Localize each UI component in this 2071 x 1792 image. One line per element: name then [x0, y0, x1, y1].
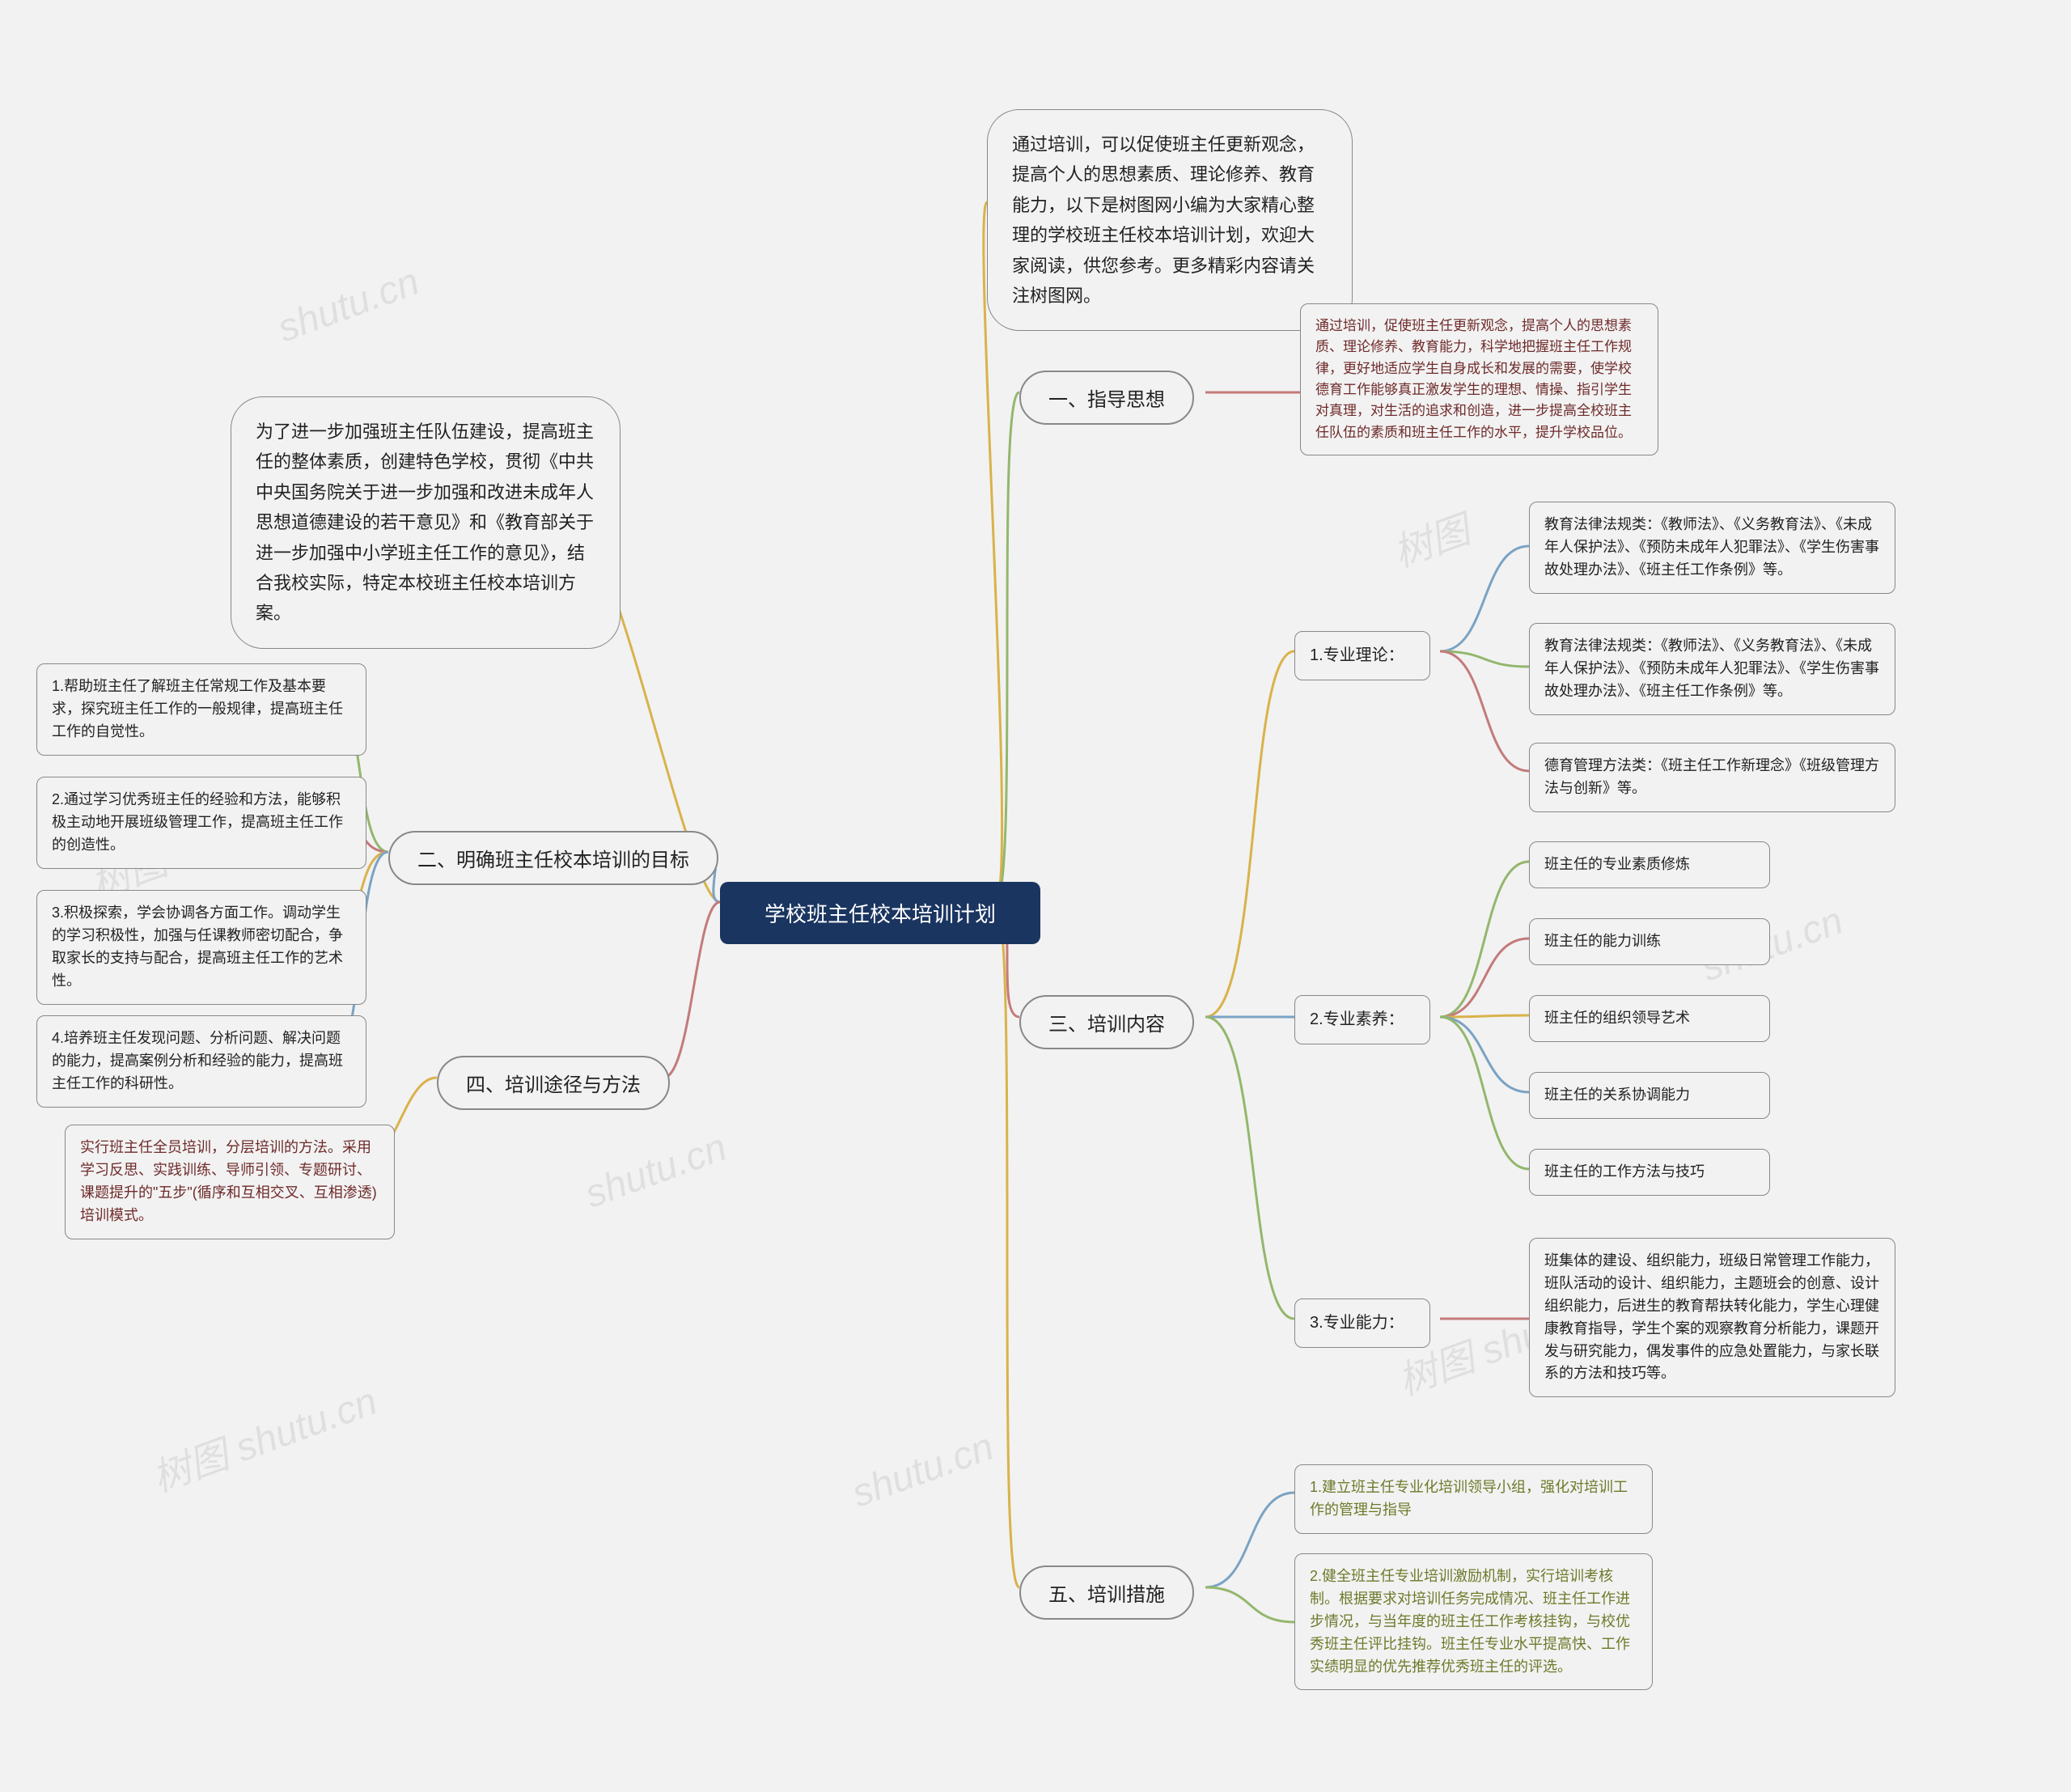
- branch-3-sub-2-leaf-4: 班主任的关系协调能力: [1529, 1072, 1770, 1119]
- leaf-text: 2.健全班主任专业培训激励机制，实行培训考核制。根据要求对培训任务完成情况、班主…: [1310, 1568, 1630, 1675]
- branch-3-sub-2: 2.专业素养：: [1294, 995, 1430, 1044]
- branch-4-label: 四、培训途径与方法: [466, 1074, 641, 1096]
- branch-3-sub-1-leaf-2: 教育法律法规类：《教师法》、《义务教育法》、《未成年人保护法》、《预防未成年人犯…: [1529, 623, 1895, 715]
- watermark: shutu.cn: [272, 260, 425, 352]
- watermark: shutu.cn: [579, 1125, 732, 1218]
- branch-2-leaf-3: 3.积极探索，学会协调各方面工作。调动学生的学习积极性，加强与任课教师密切配合，…: [36, 890, 366, 1005]
- leaf-text: 4.培养班主任发现问题、分析问题、解决问题的能力，提高案例分析和经验的能力，提高…: [52, 1030, 343, 1091]
- leaf-text: 教育法律法规类：《教师法》、《义务教育法》、《未成年人保护法》、《预防未成年人犯…: [1544, 638, 1879, 699]
- sub-label: 2.专业素养：: [1310, 1010, 1404, 1028]
- sub-label: 1.专业理论：: [1310, 646, 1404, 664]
- leaf-text: 教育法律法规类：《教师法》、《义务教育法》、《未成年人保护法》、《预防未成年人犯…: [1544, 516, 1879, 578]
- preface-node: 为了进一步加强班主任队伍建设，提高班主任的整体素质，创建特色学校，贯彻《中共中央…: [231, 396, 620, 649]
- intro-text: 通过培训，可以促使班主任更新观念，提高个人的思想素质、理论修养、教育能力，以下是…: [1012, 134, 1315, 306]
- branch-2-leaf-2: 2.通过学习优秀班主任的经验和方法，能够积极主动地开展班级管理工作，提高班主任工…: [36, 777, 366, 869]
- preface-text: 为了进一步加强班主任队伍建设，提高班主任的整体素质，创建特色学校，贯彻《中共中央…: [256, 422, 594, 623]
- leaf-text: 班主任的组织领导艺术: [1544, 1010, 1690, 1026]
- leaf-text: 班主任的专业素质修炼: [1544, 856, 1690, 872]
- leaf-text: 1.帮助班主任了解班主任常规工作及基本要求，探究班主任工作的一般规律，提高班主任…: [52, 678, 343, 739]
- branch-2: 二、明确班主任校本培训的目标: [388, 831, 718, 885]
- leaf-text: 2.通过学习优秀班主任的经验和方法，能够积极主动地开展班级管理工作，提高班主任工…: [52, 791, 343, 853]
- branch-3-sub-2-leaf-3: 班主任的组织领导艺术: [1529, 995, 1770, 1042]
- watermark: 树图 shutu.cn: [143, 1369, 383, 1502]
- branch-3-sub-1: 1.专业理论：: [1294, 631, 1430, 680]
- leaf-text: 实行班主任全员培训，分层培训的方法。采用学习反思、实践训练、导师引领、专题研讨、…: [80, 1139, 377, 1223]
- leaf-text: 班集体的建设、组织能力，班级日常管理工作能力，班队活动的设计、组织能力，主题班会…: [1544, 1252, 1879, 1381]
- watermark: shutu.cn: [846, 1425, 999, 1517]
- intro-node: 通过培训，可以促使班主任更新观念，提高个人的思想素质、理论修养、教育能力，以下是…: [987, 109, 1353, 331]
- branch-1-leaf-text: 通过培训，促使班主任更新观念，提高个人的思想素质、理论修养、教育能力，科学地把握…: [1315, 318, 1632, 440]
- root-node: 学校班主任校本培训计划: [720, 882, 1040, 944]
- branch-1-label: 一、指导思想: [1048, 389, 1165, 411]
- branch-3-label: 三、培训内容: [1048, 1014, 1165, 1036]
- sub-label: 3.专业能力：: [1310, 1314, 1404, 1332]
- branch-1-leaf: 通过培训，促使班主任更新观念，提高个人的思想素质、理论修养、教育能力，科学地把握…: [1300, 303, 1658, 455]
- root-text: 学校班主任校本培训计划: [764, 902, 996, 926]
- branch-2-leaf-4: 4.培养班主任发现问题、分析问题、解决问题的能力，提高案例分析和经验的能力，提高…: [36, 1015, 366, 1108]
- branch-3: 三、培训内容: [1019, 995, 1194, 1049]
- branch-3-sub-3-leaf: 班集体的建设、组织能力，班级日常管理工作能力，班队活动的设计、组织能力，主题班会…: [1529, 1238, 1895, 1397]
- leaf-text: 班主任的关系协调能力: [1544, 1087, 1690, 1103]
- leaf-text: 1.建立班主任专业化培训领导小组，强化对培训工作的管理与指导: [1310, 1479, 1628, 1518]
- branch-3-sub-2-leaf-1: 班主任的专业素质修炼: [1529, 841, 1770, 888]
- branch-3-sub-1-leaf-3: 德育管理方法类：《班主任工作新理念》《班级管理方法与创新》等。: [1529, 743, 1895, 812]
- branch-5-label: 五、培训措施: [1048, 1584, 1165, 1606]
- branch-5-leaf-2: 2.健全班主任专业培训激励机制，实行培训考核制。根据要求对培训任务完成情况、班主…: [1294, 1553, 1653, 1690]
- branch-5: 五、培训措施: [1019, 1565, 1194, 1620]
- branch-3-sub-2-leaf-5: 班主任的工作方法与技巧: [1529, 1149, 1770, 1196]
- branch-2-label: 二、明确班主任校本培训的目标: [417, 849, 689, 871]
- leaf-text: 3.积极探索，学会协调各方面工作。调动学生的学习积极性，加强与任课教师密切配合，…: [52, 904, 343, 989]
- leaf-text: 班主任的能力训练: [1544, 933, 1661, 949]
- branch-5-leaf-1: 1.建立班主任专业化培训领导小组，强化对培训工作的管理与指导: [1294, 1464, 1653, 1534]
- branch-3-sub-2-leaf-2: 班主任的能力训练: [1529, 918, 1770, 965]
- watermark: 树图: [1384, 498, 1476, 578]
- branch-4: 四、培训途径与方法: [437, 1056, 670, 1110]
- branch-2-leaf-1: 1.帮助班主任了解班主任常规工作及基本要求，探究班主任工作的一般规律，提高班主任…: [36, 663, 366, 756]
- branch-1: 一、指导思想: [1019, 371, 1194, 425]
- branch-4-leaf: 实行班主任全员培训，分层培训的方法。采用学习反思、实践训练、导师引领、专题研讨、…: [65, 1125, 395, 1239]
- branch-3-sub-1-leaf-1: 教育法律法规类：《教师法》、《义务教育法》、《未成年人保护法》、《预防未成年人犯…: [1529, 502, 1895, 594]
- leaf-text: 班主任的工作方法与技巧: [1544, 1163, 1705, 1180]
- branch-3-sub-3: 3.专业能力：: [1294, 1298, 1430, 1348]
- leaf-text: 德育管理方法类：《班主任工作新理念》《班级管理方法与创新》等。: [1544, 757, 1879, 796]
